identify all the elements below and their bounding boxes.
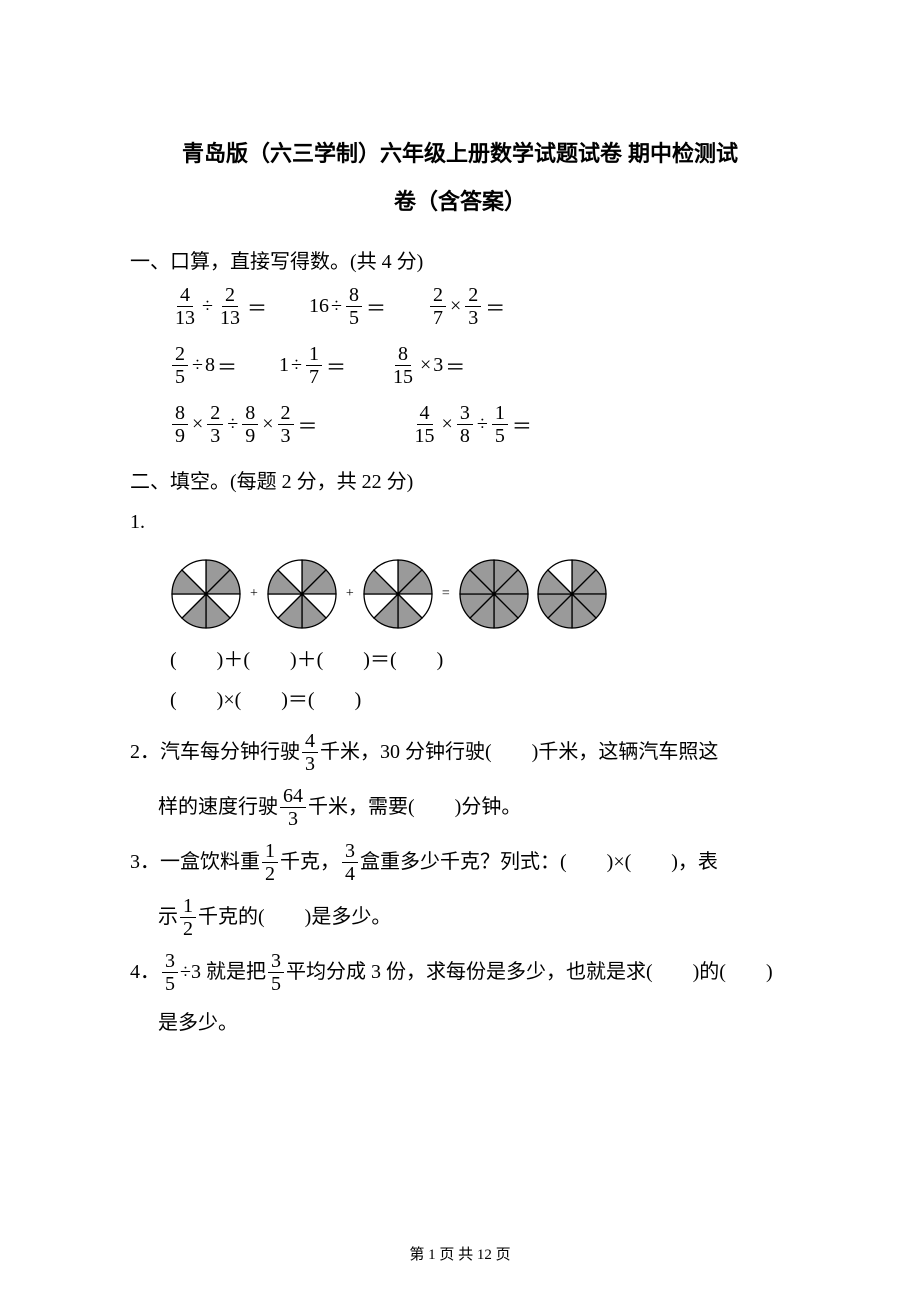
operator: × (262, 413, 273, 436)
fraction: 15 (492, 402, 508, 447)
fraction: 89 (172, 402, 188, 447)
q3-frac-3: 12 (180, 895, 196, 940)
q2-mid-1: 千米，30 分钟行驶( )千米，这辆汽车照这 (320, 734, 718, 770)
operator: ＝ (512, 410, 532, 439)
pie-chart (266, 558, 338, 630)
operator: ÷ (291, 354, 302, 377)
pie-chart (458, 558, 530, 630)
fraction: 38 (457, 402, 473, 447)
q2-line2-pre: 样的速度行驶 (158, 789, 278, 825)
operator: ＝ (298, 410, 318, 439)
pie-operator: = (442, 581, 450, 606)
math-expression: 815×3＝ (388, 343, 467, 388)
pie-chart (362, 558, 434, 630)
number: 3 (433, 354, 443, 377)
math-expression: 16÷85＝ (309, 284, 388, 329)
q3-mid-2: 盒重多少千克？列式：( )×( )，表 (360, 844, 718, 880)
operator: ÷ (202, 295, 213, 318)
q2-line2-post: 千米，需要( )分钟。 (308, 789, 521, 825)
mental-math-block: 413÷213＝16÷85＝27×23＝25÷8＝1÷17＝815×3＝89×2… (170, 284, 790, 447)
fraction: 815 (390, 343, 416, 388)
fraction: 23 (278, 402, 294, 447)
operator: × (442, 413, 453, 436)
pie-operator: + (346, 581, 354, 606)
fraction: 415 (412, 402, 438, 447)
question-2-line-2: 样的速度行驶 643 千米，需要( )分钟。 (130, 785, 790, 830)
pie-chart (536, 558, 608, 630)
operator: ÷ (331, 295, 342, 318)
operator: ＝ (366, 292, 386, 321)
operator: ＝ (247, 292, 267, 321)
math-row: 25÷8＝1÷17＝815×3＝ (170, 343, 790, 388)
operator: ÷ (192, 354, 203, 377)
question-4-line-2: 是多少。 (130, 1005, 790, 1041)
question-1-number: 1. (130, 511, 145, 533)
fraction: 27 (430, 284, 446, 329)
q2-frac-1: 43 (302, 730, 318, 775)
operator: × (192, 413, 203, 436)
math-row: 413÷213＝16÷85＝27×23＝ (170, 284, 790, 329)
operator: ＝ (326, 351, 346, 380)
q2-pre: 2．汽车每分钟行驶 (130, 734, 300, 770)
fraction: 23 (465, 284, 481, 329)
q3-mid-1: 千克， (280, 844, 340, 880)
q4-mid-1: ÷3 就是把 (180, 954, 266, 990)
fraction: 23 (207, 402, 223, 447)
math-expression: 1÷17＝ (279, 343, 348, 388)
q3-pre: 3．一盒饮料重 (130, 844, 260, 880)
q3-line2-pre: 示 (158, 899, 178, 935)
q3-frac-2: 34 (342, 840, 358, 885)
question-3: 3．一盒饮料重 12 千克， 34 盒重多少千克？列式：( )×( )，表 (130, 840, 790, 885)
q2-frac-2: 643 (280, 785, 306, 830)
q4-frac-2: 35 (268, 950, 284, 995)
q4-pre: 4． (130, 954, 160, 990)
math-expression: 413÷213＝ (170, 284, 269, 329)
math-expression: 89×23÷89×23＝ (170, 402, 320, 447)
q4-frac-1: 35 (162, 950, 178, 995)
operator: ＝ (445, 351, 465, 380)
q3-frac-1: 12 (262, 840, 278, 885)
operator: × (420, 354, 431, 377)
section-2-heading: 二、填空。(每题 2 分，共 22 分) (130, 465, 790, 494)
q4-mid-2: 平均分成 3 份，求每份是多少，也就是求( )的( ) (286, 954, 773, 990)
question-2: 2．汽车每分钟行驶 43 千米，30 分钟行驶( )千米，这辆汽车照这 (130, 730, 790, 775)
math-expression: 27×23＝ (428, 284, 507, 329)
q1-blank-1: ( )＋( )＋( )＝( ) (170, 640, 790, 680)
number: 16 (309, 295, 329, 318)
q3-line2-post: 千克的( )是多少。 (198, 899, 391, 935)
number: 1 (279, 354, 289, 377)
q1-blank-2: ( )×( )＝( ) (170, 680, 790, 720)
math-row: 89×23÷89×23＝415×38÷15＝ (170, 402, 790, 447)
math-expression: 25÷8＝ (170, 343, 239, 388)
section-1-heading: 一、口算，直接写得数。(共 4 分) (130, 245, 790, 274)
question-4: 4． 35 ÷3 就是把 35 平均分成 3 份，求每份是多少，也就是求( )的… (130, 950, 790, 995)
operator: ÷ (477, 413, 488, 436)
fraction: 413 (172, 284, 198, 329)
operator: ＝ (485, 292, 505, 321)
fraction: 25 (172, 343, 188, 388)
title-line-2: 卷（含答案） (130, 178, 790, 226)
fraction: 17 (306, 343, 322, 388)
pie-chart (170, 558, 242, 630)
number: 8 (205, 354, 215, 377)
page-footer: 第 1 页 共 12 页 (0, 1243, 920, 1264)
operator: ÷ (227, 413, 238, 436)
fraction: 85 (346, 284, 362, 329)
pie-row: + + = (170, 558, 790, 630)
fraction: 89 (242, 402, 258, 447)
page: 青岛版（六三学制）六年级上册数学试题试卷 期中检测试 卷（含答案） 一、口算，直… (0, 0, 920, 1302)
fraction: 213 (217, 284, 243, 329)
operator: ＝ (217, 351, 237, 380)
question-1: 1. + + = ( )＋( )＋( )＝( ) ( )×( )＝( ) (130, 504, 790, 720)
pie-operator: + (250, 581, 258, 606)
operator: × (450, 295, 461, 318)
math-expression: 415×38÷15＝ (410, 402, 534, 447)
title-line-1: 青岛版（六三学制）六年级上册数学试题试卷 期中检测试 (130, 130, 790, 178)
question-3-line-2: 示 12 千克的( )是多少。 (130, 895, 790, 940)
